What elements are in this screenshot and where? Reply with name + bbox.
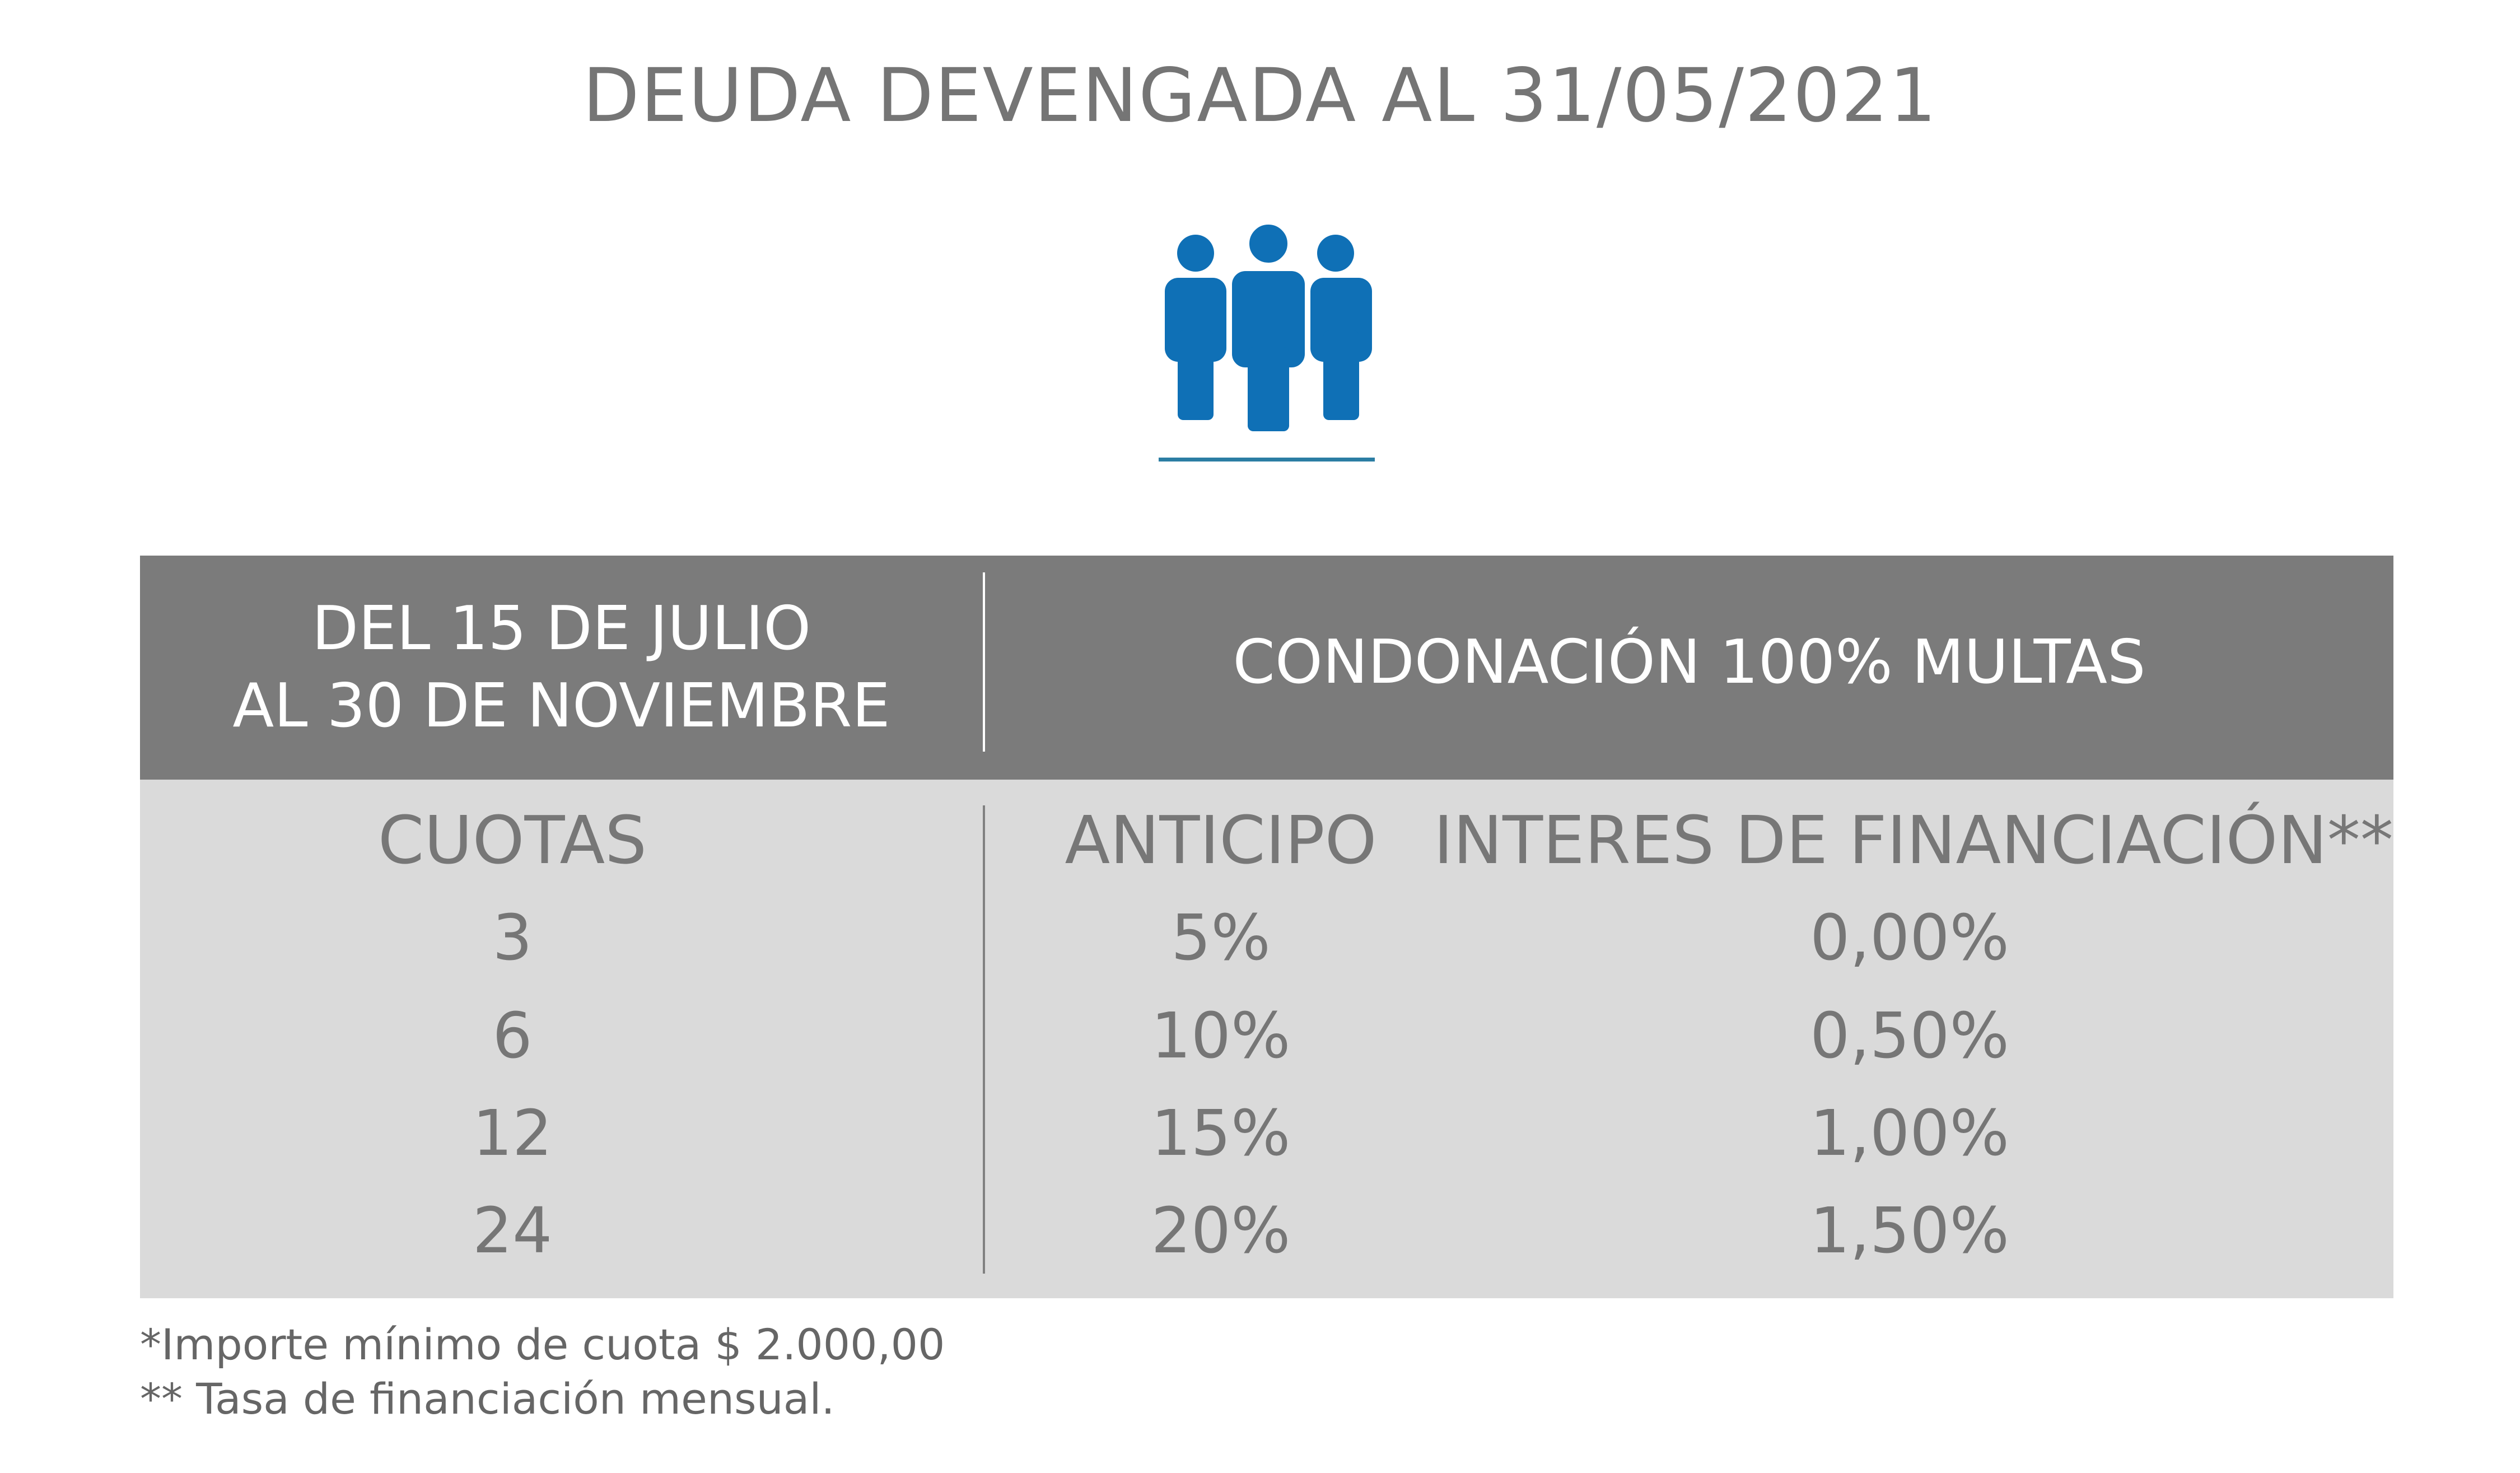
period-line-1: DEL 15 DE JULIO <box>311 594 811 664</box>
column-header-anticipo: ANTICIPO <box>1065 801 1377 879</box>
cell-anticipo: 15% <box>1151 1097 1291 1170</box>
page-title: DEUDA DEVENGADA AL 31/05/2021 <box>582 53 1938 139</box>
cell-cuotas: 6 <box>492 1000 533 1073</box>
cell-anticipo: 10% <box>1151 1000 1291 1073</box>
footnote-monthly-rate: ** Tasa de financiación mensual. <box>140 1374 835 1424</box>
cell-cuotas: 3 <box>492 902 533 975</box>
header-divider <box>983 572 985 752</box>
icon-underline <box>1159 458 1375 462</box>
cell-anticipo: 5% <box>1171 902 1271 975</box>
cell-cuotas: 12 <box>472 1097 553 1170</box>
table-header: DEL 15 DE JULIO AL 30 DE NOVIEMBRE CONDO… <box>140 556 2393 780</box>
cell-cuotas: 24 <box>472 1195 553 1267</box>
cell-interes: 1,50% <box>1810 1195 2009 1267</box>
column-header-interes: INTERES DE FINANCIACIÓN** <box>1434 801 2393 879</box>
table-body: CUOTAS ANTICIPO INTERES DE FINANCIACIÓN*… <box>140 780 2393 1298</box>
cell-anticipo: 20% <box>1151 1195 1291 1267</box>
column-header-cuotas: CUOTAS <box>377 801 647 879</box>
benefit-cell: CONDONACIÓN 100% MULTAS <box>1233 627 2146 697</box>
period-cell: DEL 15 DE JULIO AL 30 DE NOVIEMBRE <box>140 556 983 780</box>
cell-interes: 0,50% <box>1810 1000 2009 1073</box>
footnote-minimum-installment: *Importe mínimo de cuota $ 2.000,00 <box>140 1320 945 1369</box>
cell-interes: 1,00% <box>1810 1097 2009 1170</box>
body-divider <box>983 805 985 1274</box>
cell-interes: 0,00% <box>1810 902 2009 975</box>
people-group-icon <box>1165 220 1372 431</box>
period-line-2: AL 30 DE NOVIEMBRE <box>232 671 890 741</box>
